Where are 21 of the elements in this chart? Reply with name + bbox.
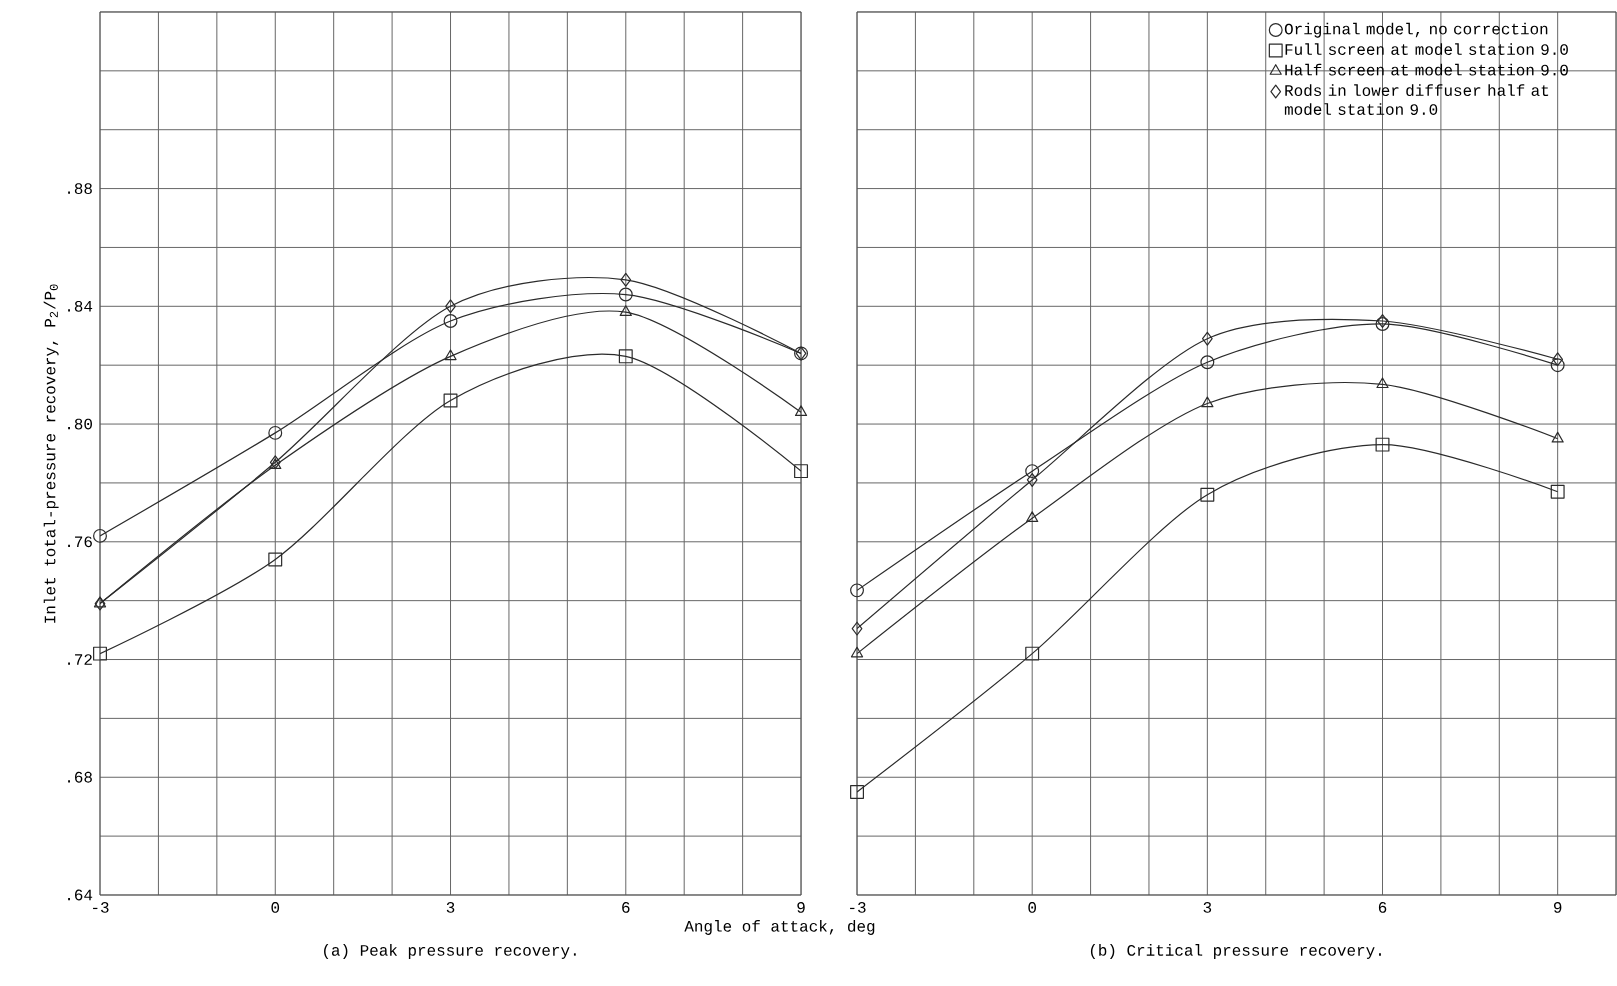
y-tick-label: .72 — [68, 654, 92, 665]
x-axis-title: Angle of attack, deg — [684, 920, 875, 935]
y-tick-label: .76 — [68, 536, 92, 548]
y-tick-label: .64 — [68, 889, 93, 901]
x-tick-label: 9 — [797, 902, 805, 913]
y-tick-label: .84 — [68, 300, 93, 312]
x-tick-label: -3 — [850, 902, 866, 913]
y-tick-label: .68 — [68, 771, 92, 783]
x-tick-label: 0 — [271, 902, 280, 913]
x-tick-label: 3 — [446, 902, 455, 913]
y-axis-title: Inlet total-pressure recovery, P$_{2}$/P$_{0}$ — [43, 284, 59, 623]
y-tick-label: .88 — [68, 183, 92, 194]
x-tick-label: 6 — [1378, 902, 1387, 913]
x-tick-label: -3 — [93, 902, 109, 913]
x-tick-label: 3 — [1203, 902, 1212, 913]
x-tick-label: 0 — [1028, 902, 1036, 913]
text: (b) Critical pressure recovery. — [1090, 944, 1381, 959]
x-tick-label: 6 — [622, 902, 630, 913]
text: (a) Peak pressure recovery. — [324, 944, 576, 959]
x-tick-label: 9 — [1553, 902, 1562, 913]
y-tick-label: .80 — [68, 418, 92, 430]
